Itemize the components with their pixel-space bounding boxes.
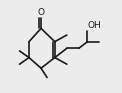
Text: OH: OH <box>88 21 102 30</box>
Text: O: O <box>38 8 45 17</box>
